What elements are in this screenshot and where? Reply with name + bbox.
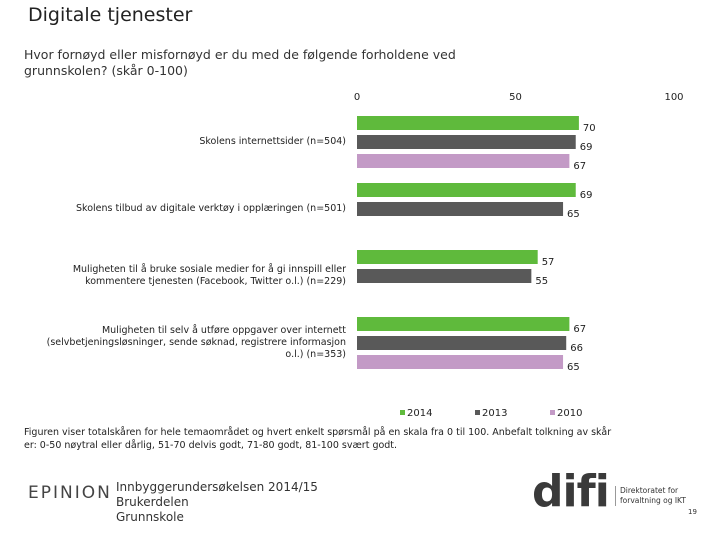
x-tick-label: 50 (509, 92, 522, 103)
footnote: Figuren viser totalskåren for hele temao… (24, 427, 612, 451)
bar (357, 116, 579, 130)
legend-swatch (475, 410, 480, 415)
x-tick-label: 0 (354, 92, 360, 103)
category-label: Muligheten til selv å utføre oppgaver ov… (46, 325, 346, 360)
bar (357, 355, 564, 369)
value-label: 65 (567, 209, 580, 220)
legend-swatch (400, 410, 405, 415)
slide-title: Digitale tjenester (28, 4, 193, 26)
logo-epinion: EPINION (28, 483, 112, 503)
value-label: 66 (570, 343, 583, 354)
bar (357, 154, 570, 168)
value-label: 57 (542, 257, 555, 268)
legend-label: 2010 (557, 408, 582, 419)
value-label: 70 (583, 123, 596, 134)
logo-difi: difi (532, 466, 610, 517)
bar (357, 250, 538, 264)
value-label: 69 (580, 142, 593, 153)
logo-difi-tagline: Direktoratet for forvaltning og IKT (615, 486, 686, 506)
bar (357, 269, 532, 283)
bar (357, 202, 564, 216)
value-label: 69 (580, 190, 593, 201)
legend-label: 2013 (482, 408, 507, 419)
bar (357, 183, 576, 197)
category-label: Muligheten til å bruke sosiale medier fo… (72, 264, 346, 287)
legend-swatch (550, 410, 555, 415)
footer-text: Innbyggerundersøkelsen 2014/15 Brukerdel… (116, 480, 318, 524)
legend-label: 2014 (407, 408, 432, 419)
value-label: 55 (535, 276, 548, 287)
value-label: 65 (567, 362, 580, 373)
bar (357, 135, 576, 149)
bar (357, 317, 570, 331)
category-label: Skolens tilbud av digitale verktøy i opp… (76, 203, 346, 214)
x-tick-label: 100 (664, 92, 683, 103)
page-number: 19 (688, 508, 697, 516)
value-label: 67 (573, 324, 586, 335)
category-label: Skolens internettsider (n=504) (199, 136, 346, 147)
chart-title: Hvor fornøyd eller misfornøyd er du med … (24, 47, 456, 78)
bar (357, 336, 567, 350)
value-label: 67 (573, 161, 586, 172)
